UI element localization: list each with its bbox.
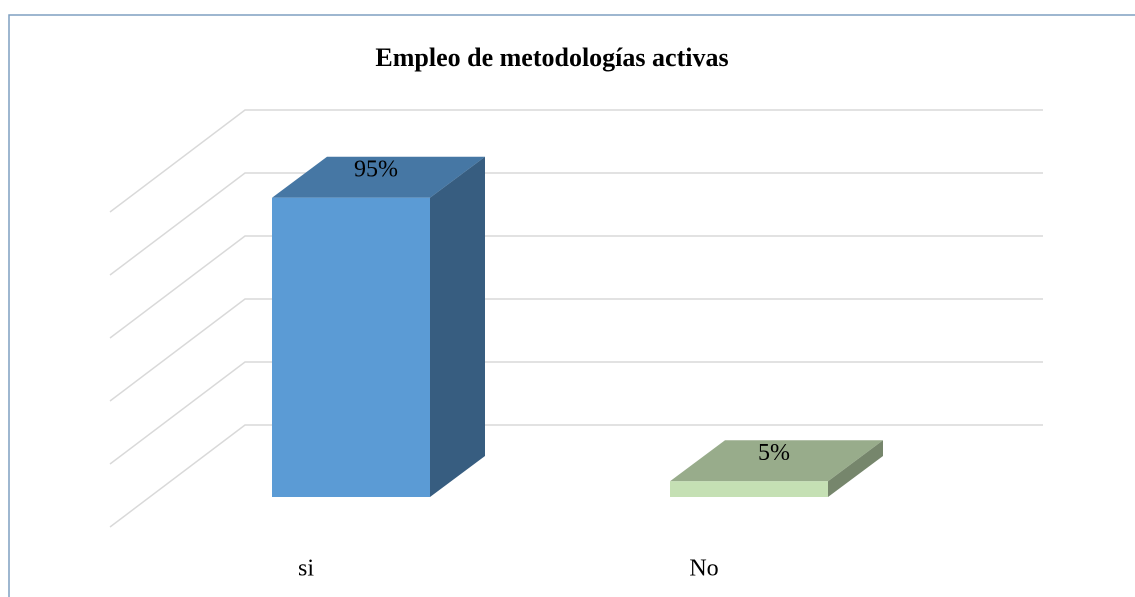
bar <box>272 197 430 497</box>
bar-side <box>828 440 883 497</box>
x-tick-label: si <box>298 556 314 582</box>
x-tick-label: No <box>689 556 718 582</box>
grid-line <box>109 424 1043 528</box>
bar-top <box>272 156 485 198</box>
grid-line <box>109 235 1043 339</box>
bar <box>670 481 828 497</box>
grid-line <box>109 109 1043 213</box>
grid-line <box>109 361 1043 465</box>
data-label: 5% <box>758 440 790 466</box>
grid-line <box>109 298 1043 402</box>
bar-side <box>430 156 485 497</box>
frame <box>8 14 1135 597</box>
bar-top <box>670 440 883 482</box>
chart-title: Empleo de metodologías activas <box>375 43 728 72</box>
data-label: 95% <box>354 156 398 182</box>
grid-line <box>109 172 1043 276</box>
